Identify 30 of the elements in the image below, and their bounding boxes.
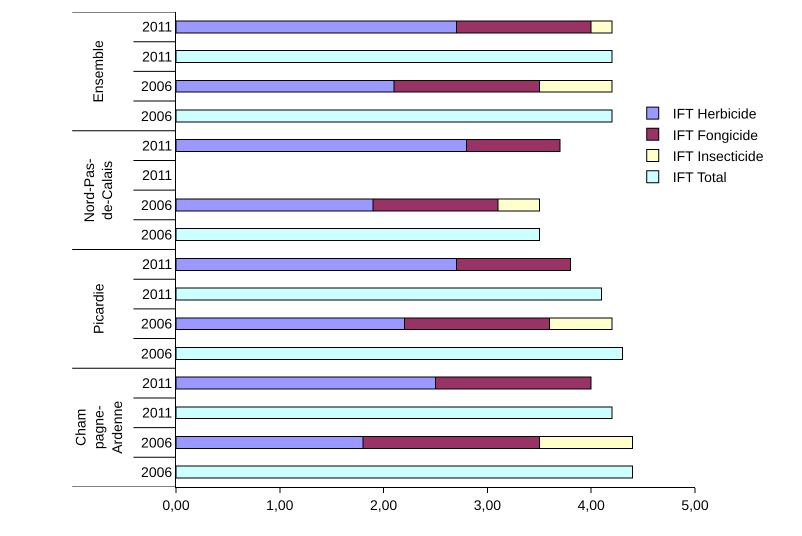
y-tick-label: 2011 xyxy=(142,404,172,421)
text: Picardie xyxy=(90,283,106,334)
y-tick-label: 2011 xyxy=(142,137,172,154)
text: Cham pagne- Ardenne xyxy=(72,400,125,454)
legend-label: IFT Herbicide xyxy=(672,106,757,122)
x-tick-label: 2,00 xyxy=(370,496,398,513)
y-tick-label: 2006 xyxy=(141,196,172,213)
y-tick-label: 2006 xyxy=(141,464,172,480)
y-tick-label: 2006 xyxy=(141,434,172,450)
y-tick-label: 2011 xyxy=(142,374,172,391)
y-tick-label: 2011 xyxy=(142,18,172,35)
y-tick-label: 2006 xyxy=(141,316,172,332)
legend-label: IFT Insecticide xyxy=(672,148,764,164)
x-tick-label: 0,00 xyxy=(162,496,190,513)
x-tick-label: 5,00 xyxy=(681,496,709,513)
legend-label: IFT Total xyxy=(672,169,727,186)
y-tick-label: 2011 xyxy=(142,256,172,272)
text: Ensemble xyxy=(90,40,106,103)
y-tick-label: 2006 xyxy=(141,78,172,94)
x-tick-label: 3,00 xyxy=(474,496,502,513)
y-tick-label: 2011 xyxy=(142,48,172,64)
y-tick-label: 2006 xyxy=(141,108,172,124)
x-tick-label: 4,00 xyxy=(578,496,606,513)
y-tick-label: 2006 xyxy=(141,226,172,243)
legend-label: IFT Fongicide xyxy=(672,126,758,143)
y-tick-label: 2006 xyxy=(141,345,172,362)
x-tick-label: 1,00 xyxy=(266,496,294,513)
y-tick-label: 2011 xyxy=(142,167,172,184)
text: Nord-Pas- de-Calais xyxy=(81,158,116,222)
y-tick-label: 2011 xyxy=(142,286,172,302)
